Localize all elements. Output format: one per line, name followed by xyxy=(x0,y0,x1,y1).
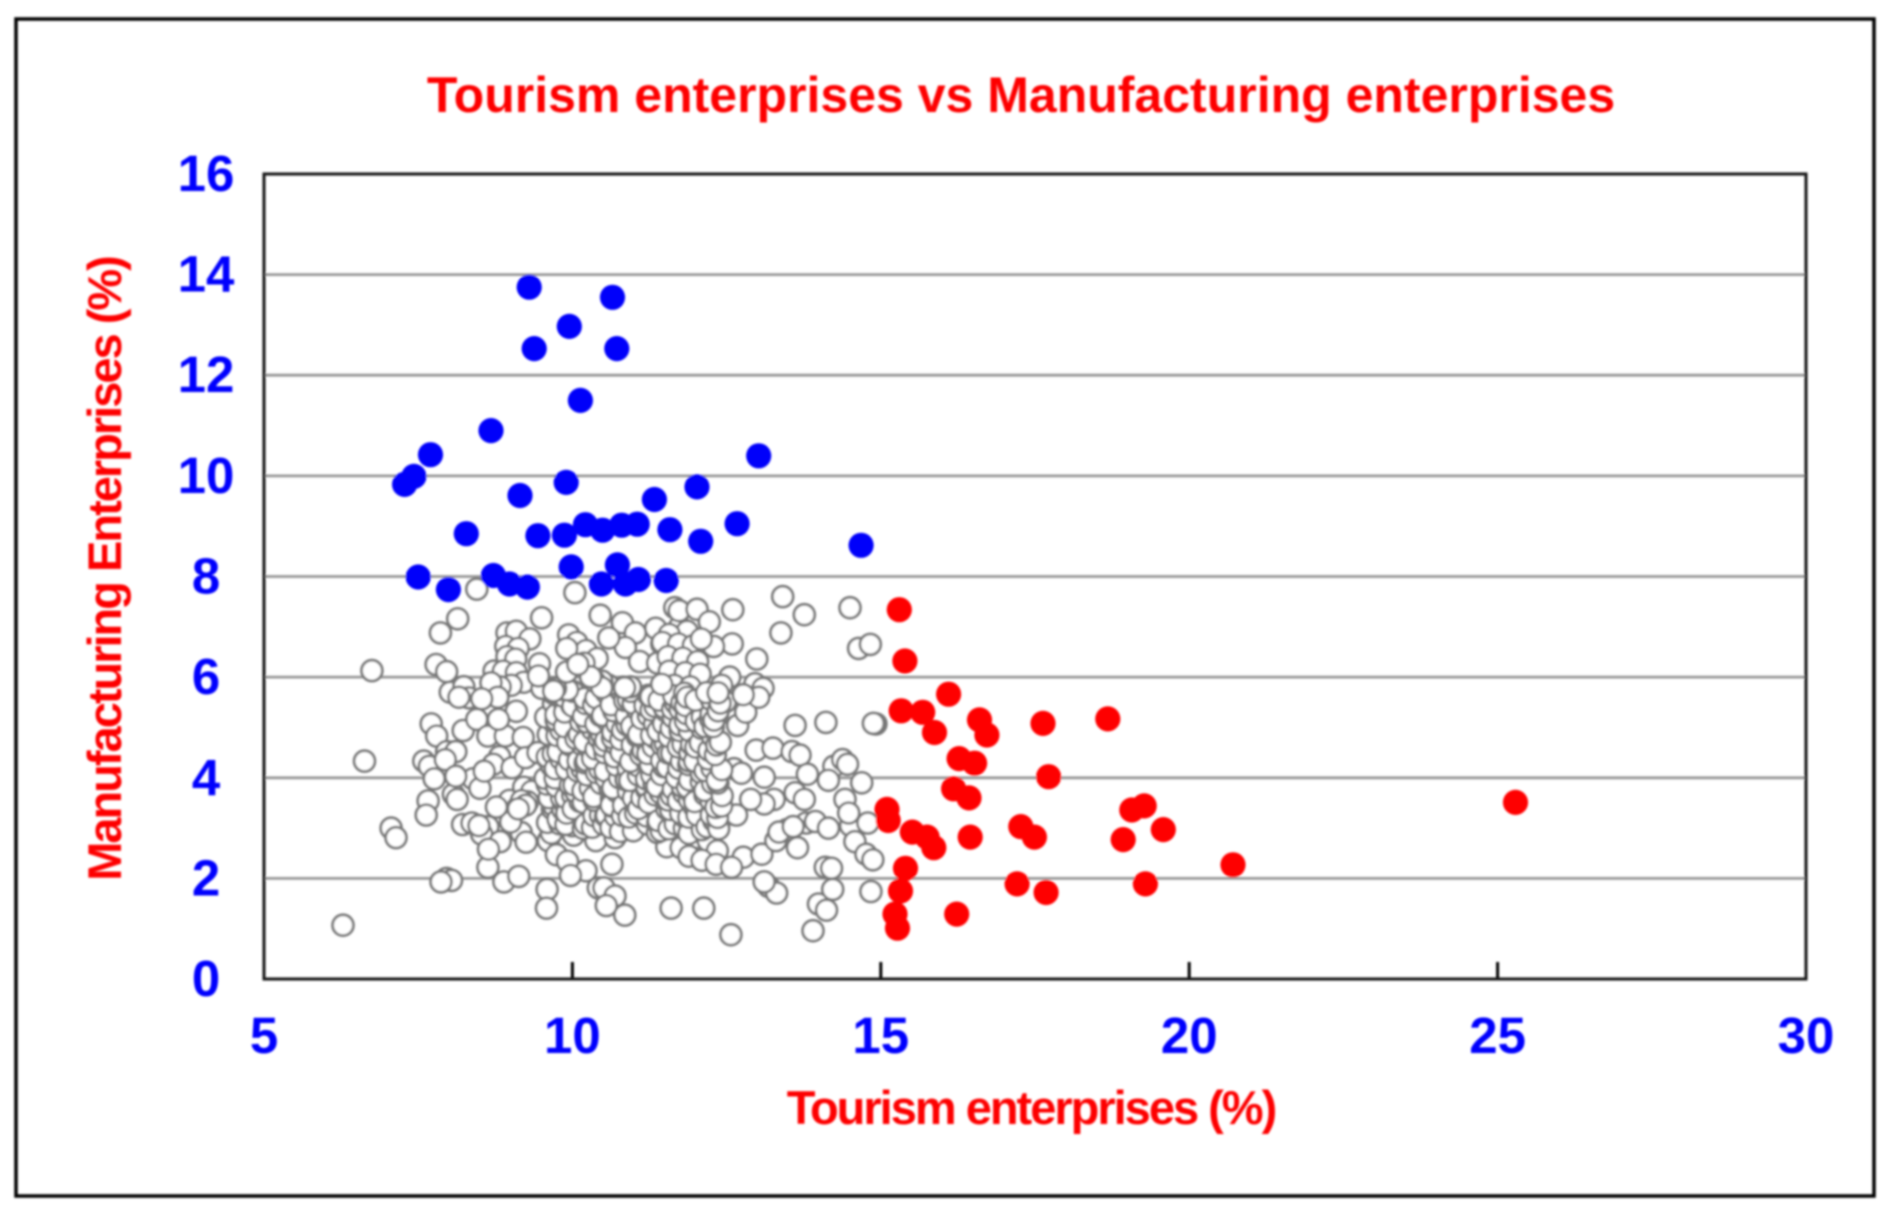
svg-text:Manufacturing Enterprises (%): Manufacturing Enterprises (%) xyxy=(78,257,131,881)
svg-text:4: 4 xyxy=(192,749,221,806)
svg-text:0: 0 xyxy=(192,950,220,1007)
svg-text:14: 14 xyxy=(178,246,235,303)
svg-text:10: 10 xyxy=(544,1007,601,1064)
svg-text:16: 16 xyxy=(178,145,235,202)
svg-text:30: 30 xyxy=(1778,1007,1835,1064)
svg-text:5: 5 xyxy=(250,1007,278,1064)
svg-text:6: 6 xyxy=(192,648,220,705)
svg-text:12: 12 xyxy=(178,346,235,403)
svg-text:Tourism enterprises (%): Tourism enterprises (%) xyxy=(787,1081,1276,1134)
svg-text:2: 2 xyxy=(192,849,220,906)
svg-text:25: 25 xyxy=(1469,1007,1526,1064)
svg-text:Tourism enterprises vs Manufac: Tourism enterprises vs Manufacturing ent… xyxy=(427,67,1615,123)
svg-text:8: 8 xyxy=(192,548,220,605)
svg-text:20: 20 xyxy=(1161,1007,1218,1064)
svg-text:10: 10 xyxy=(178,447,235,504)
svg-text:15: 15 xyxy=(852,1007,909,1064)
